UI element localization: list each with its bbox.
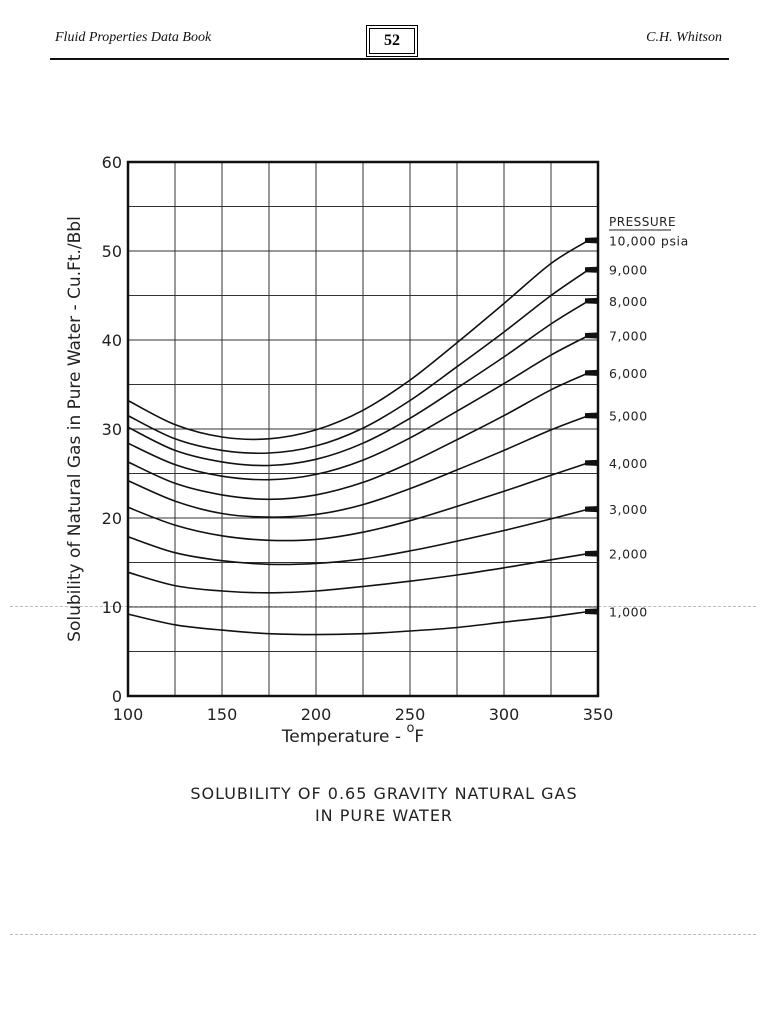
legend-marker [585, 412, 597, 419]
legend-marker [585, 608, 597, 615]
series-line [127, 462, 589, 542]
x-tick-label: 100 [113, 705, 144, 724]
legend-marker [585, 459, 597, 466]
x-tick-label: 200 [301, 705, 332, 724]
chart-legend: PRESSURE 1,000 2,000 3,000 4,000 5,000 6,000 7,… [585, 215, 689, 619]
x-tick-label: 300 [489, 705, 520, 724]
y-axis-label: Solubility of Natural Gas in Pure Water … [65, 216, 85, 642]
x-tick-label: 250 [395, 705, 426, 724]
legend-label: 3,000 [609, 502, 648, 517]
legend-marker [585, 506, 597, 513]
chart-axes: 100 150 200 250 300 350 0 10 20 30 40 50 60 Temperatu… [65, 153, 613, 747]
figure-caption-line1: SOLUBILITY OF 0.65 GRAVITY NATURAL GAS [190, 784, 578, 803]
legend-label: 9,000 [609, 263, 648, 278]
header-book-title: Fluid Properties Data Book [55, 30, 212, 45]
legend-label: 1,000 [609, 604, 648, 619]
series-line [127, 610, 589, 636]
y-tick-label: 50 [102, 242, 122, 261]
legend-marker [585, 369, 597, 376]
y-tick-label: 60 [102, 153, 122, 172]
x-tick-label: 350 [583, 705, 614, 724]
series-line [127, 334, 589, 481]
legend-label: 6,000 [609, 366, 648, 381]
x-axis-label: Temperature - oF [281, 721, 424, 747]
page-number: 52 [369, 28, 415, 54]
legend-marker [585, 237, 597, 244]
page-number-box: 52 [366, 25, 418, 57]
y-tick-label: 40 [102, 331, 122, 350]
legend-label: 5,000 [609, 409, 648, 424]
series-line [127, 372, 589, 501]
y-tick-label: 30 [102, 420, 122, 439]
figure-caption-line2: IN PURE WATER [314, 806, 454, 825]
series-line [127, 414, 589, 518]
legend-title: PRESSURE [609, 215, 676, 229]
legend-label: 7,000 [609, 329, 648, 344]
x-axis-label-unit: F [414, 727, 424, 747]
header-rule [50, 58, 729, 60]
y-tick-label: 0 [112, 687, 122, 706]
x-axis-label-degree: o [406, 721, 414, 736]
series-line [127, 552, 589, 594]
y-tick-label: 10 [102, 598, 122, 617]
y-tick-label: 20 [102, 509, 122, 528]
scan-artifact-line [10, 934, 756, 935]
legend-marker [585, 266, 597, 273]
series-line [127, 300, 590, 467]
legend-label: 4,000 [609, 456, 648, 471]
plot-frame [126, 160, 600, 698]
legend-label: 2,000 [609, 547, 648, 562]
legend-marker [585, 332, 597, 339]
chart-grid [128, 162, 598, 696]
x-axis-label-text: Temperature - [281, 727, 407, 747]
legend-label: 10,000 psia [609, 233, 689, 248]
x-tick-label: 150 [207, 705, 238, 724]
series-line [127, 239, 590, 441]
legend-label: 8,000 [609, 294, 648, 309]
header-author: C.H. Whitson [646, 30, 722, 45]
series-line [127, 269, 590, 455]
legend-marker [585, 550, 597, 557]
series-line [127, 508, 589, 566]
chart-series [127, 239, 590, 636]
legend-marker [585, 297, 597, 304]
